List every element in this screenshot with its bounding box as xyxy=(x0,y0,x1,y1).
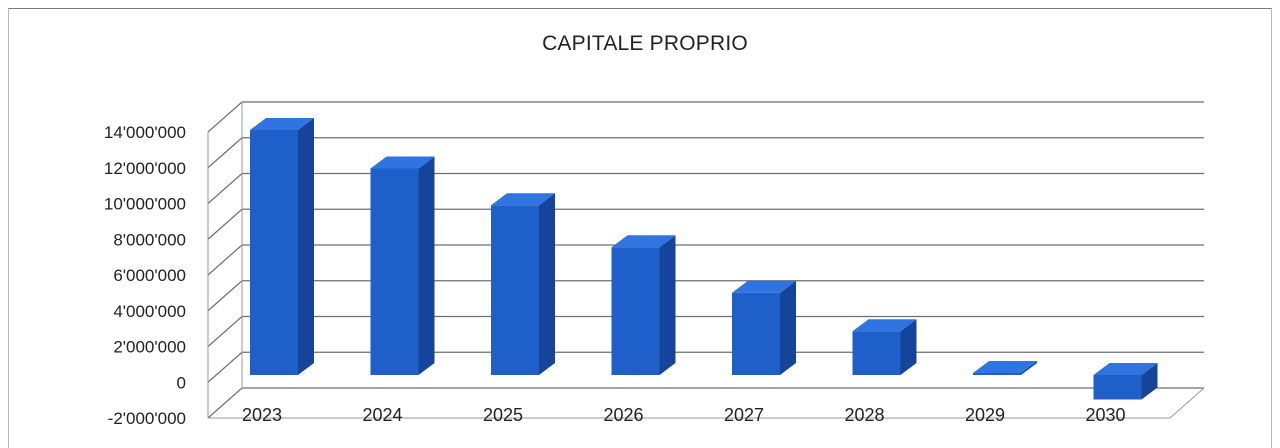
chart-title: CAPITALE PROPRIO xyxy=(542,32,748,55)
bar-front-face xyxy=(732,292,780,375)
bar-front-face xyxy=(611,247,660,375)
y-tick-label: -2'000'000 xyxy=(108,409,186,428)
bar-side-face xyxy=(539,193,555,375)
gridline-depth xyxy=(207,316,243,347)
chart-frame xyxy=(8,8,1272,448)
bar-2025 xyxy=(491,193,555,375)
bar-2023 xyxy=(250,118,314,375)
x-category-label: 2023 xyxy=(242,405,282,425)
bar-top-face xyxy=(732,280,796,293)
bar-front-face xyxy=(1093,375,1142,400)
x-category-label: 2030 xyxy=(1085,405,1125,425)
gridline-depth xyxy=(207,137,243,169)
bar-front-face xyxy=(491,205,539,375)
bar-2027 xyxy=(732,280,796,375)
x-axis-categories: 2023 2024 2025 2026 2027 2028 2029 2030 xyxy=(242,405,1126,425)
bar-front-face xyxy=(250,130,298,375)
bar-top-face xyxy=(973,361,1037,373)
bar-layer xyxy=(250,118,1158,400)
bar-front-face xyxy=(370,168,419,375)
y-tick-label: 14'000'000 xyxy=(104,123,186,142)
bar-2024 xyxy=(370,156,435,375)
bar-top-face xyxy=(611,235,676,248)
x-category-label: 2028 xyxy=(844,405,884,425)
y-tick-label: 8'000'000 xyxy=(113,230,186,249)
bar-side-face xyxy=(1141,363,1158,400)
x-category-label: 2026 xyxy=(603,405,643,425)
y-tick-label: 12'000'000 xyxy=(104,159,186,178)
gridline-depth xyxy=(207,351,243,383)
bar-top-face xyxy=(1093,363,1158,375)
y-tick-label: 0 xyxy=(177,373,186,392)
bar-side-face xyxy=(1021,361,1037,375)
gridline-depth xyxy=(207,173,243,204)
x-category-label: 2024 xyxy=(362,405,402,425)
y-tick-label: 10'000'000 xyxy=(104,195,186,214)
bar-2030 xyxy=(1093,363,1158,400)
bar-front-face xyxy=(852,331,901,375)
gridline-depth xyxy=(207,208,243,240)
bar-2029 xyxy=(973,361,1037,375)
bar-front-face xyxy=(973,373,1021,375)
gridline-depth xyxy=(207,101,243,133)
y-tick-label: 6'000'000 xyxy=(113,266,186,285)
y-tick-label: 2'000'000 xyxy=(113,338,186,357)
x-category-label: 2029 xyxy=(965,405,1005,425)
bar-side-face xyxy=(659,235,676,375)
bar-2026 xyxy=(611,235,676,375)
bar-side-face xyxy=(298,118,314,375)
bar-side-face xyxy=(780,280,796,375)
bar-top-face xyxy=(250,118,314,130)
bar-side-face xyxy=(418,156,435,375)
floor-edge xyxy=(208,387,1205,419)
bar-2028 xyxy=(852,319,917,375)
bar-top-face xyxy=(491,193,555,206)
grid-layer xyxy=(207,101,1205,419)
y-tick-label: 4'000'000 xyxy=(113,302,186,321)
bar-top-face xyxy=(370,156,435,169)
x-category-label: 2025 xyxy=(483,405,523,425)
bar-side-face xyxy=(900,319,917,375)
gridline-depth xyxy=(207,387,243,419)
x-category-label: 2027 xyxy=(724,405,764,425)
y-axis-ticks: -2'000'000 0 2'000'000 4'000'000 6'000'000 8'… xyxy=(104,123,186,428)
gridline-depth xyxy=(207,280,243,312)
bar-top-face xyxy=(852,319,917,332)
gridline-depth xyxy=(207,244,243,276)
